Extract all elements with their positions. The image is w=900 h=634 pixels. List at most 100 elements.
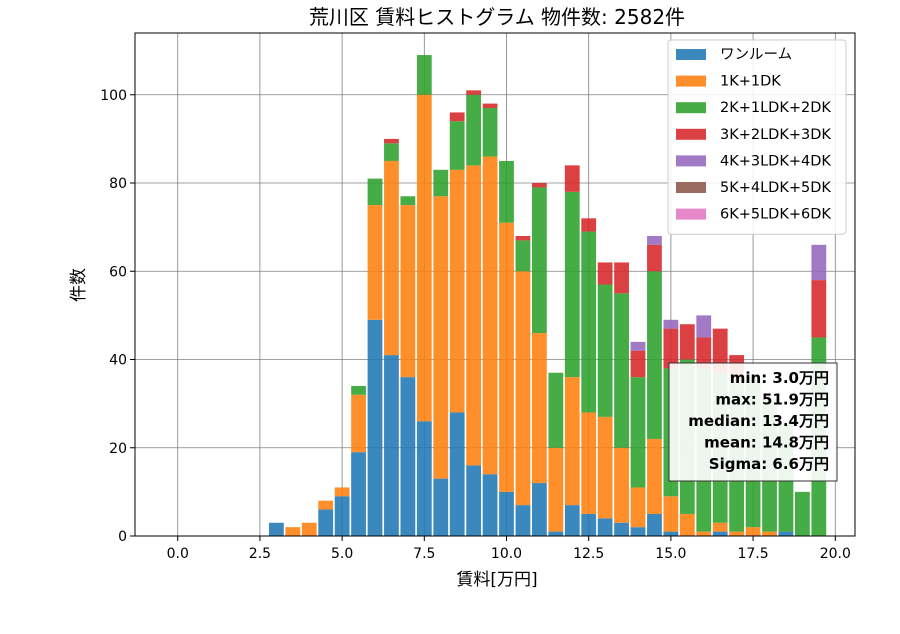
- bar-segment: [614, 447, 629, 523]
- bar-segment: [466, 94, 482, 166]
- ticks: 0.0 2.5 5.0 7.5 10.0 12.5 15.0 17.5 20.0 0 20 40 60 8…: [100, 88, 851, 562]
- bar-segment: [597, 416, 613, 519]
- bar-segment: [647, 438, 662, 514]
- x-axis-label: 賃料[万円]: [456, 570, 537, 590]
- bar-segment: [367, 205, 383, 320]
- bar-segment: [499, 491, 514, 536]
- bar-segment: [712, 522, 728, 532]
- legend-label: 1K+1DK: [720, 74, 781, 90]
- bar-segment: [531, 483, 547, 536]
- bar-segment: [531, 183, 547, 188]
- bar-segment: [663, 328, 679, 369]
- bar-segment: [499, 222, 514, 492]
- stats-line: Sigma: 6.6万円: [709, 455, 829, 473]
- y-axis-label: 件数: [69, 268, 89, 302]
- bar-segment: [268, 522, 284, 536]
- bar-segment: [384, 160, 399, 356]
- x-tick-label: 5.0: [331, 546, 353, 562]
- y-tick-label: 0: [118, 529, 127, 545]
- bar-segment: [564, 505, 580, 536]
- legend-swatch: [676, 49, 706, 60]
- bar-segment: [564, 165, 580, 192]
- y-tick-label: 80: [109, 176, 127, 192]
- bar-segment: [384, 355, 399, 536]
- bar-segment: [548, 447, 564, 532]
- bar-segment: [466, 90, 482, 95]
- bar-segment: [614, 522, 629, 536]
- bar-segment: [466, 165, 482, 466]
- bar-segment: [811, 280, 827, 338]
- bar-segment: [663, 496, 679, 532]
- x-tick-label: 0.0: [167, 546, 189, 562]
- bar-segment: [696, 531, 712, 536]
- bar-segment: [285, 527, 301, 536]
- legend-swatch: [676, 75, 706, 87]
- legend-swatch: [676, 208, 706, 220]
- bar-segment: [581, 218, 597, 232]
- legend: ワンルーム 1K+1DK 2K+1LDK+2DK 3K+2LDK+3DK 4K+3LDK…: [667, 39, 847, 235]
- bar-segment: [515, 271, 531, 506]
- bar-segment: [630, 350, 646, 378]
- bar-segment: [433, 478, 449, 536]
- bar-segment: [663, 319, 679, 329]
- bar-segment: [351, 385, 366, 395]
- bar-segment: [433, 169, 449, 197]
- bar-segment: [696, 337, 712, 369]
- bar-segment: [630, 341, 646, 351]
- bar-segment: [581, 412, 597, 514]
- bar-segment: [367, 178, 383, 206]
- x-tick-label: 10.0: [491, 546, 522, 562]
- bar-segment: [449, 112, 465, 122]
- y-tick-label: 20: [109, 441, 127, 457]
- legend-swatch: [676, 182, 706, 193]
- bar-segment: [564, 191, 580, 378]
- bar-segment: [499, 160, 514, 223]
- legend-swatch: [676, 128, 706, 140]
- legend-label: 6K+5LDK+6DK: [720, 207, 831, 223]
- bar-segment: [581, 513, 597, 536]
- bar-segment: [515, 235, 531, 241]
- legend-label: ワンルーム: [720, 47, 792, 63]
- bar-segment: [515, 240, 531, 272]
- bar-segment: [729, 531, 745, 536]
- x-tick-label: 2.5: [249, 546, 271, 562]
- bar-segment: [647, 271, 662, 439]
- bar-segment: [696, 315, 712, 338]
- bar-segment: [647, 244, 662, 272]
- stats-background: [668, 362, 838, 482]
- bar-segment: [449, 169, 465, 413]
- bar-segment: [531, 187, 547, 334]
- bar-segment: [795, 491, 810, 536]
- bar-segment: [515, 505, 531, 536]
- stats-line: min: 3.0万円: [730, 369, 829, 387]
- bar-segment: [400, 377, 416, 536]
- bar-segment: [762, 531, 777, 536]
- bar-segment: [482, 156, 498, 475]
- bar-segment: [548, 372, 564, 448]
- bar-segment: [614, 262, 629, 294]
- bar-segment: [630, 487, 646, 528]
- bar-segment: [614, 293, 629, 448]
- bar-segment: [482, 474, 498, 536]
- bar-segment: [384, 138, 399, 144]
- bar-segment: [663, 531, 679, 536]
- stats-line: max: 51.9万円: [715, 391, 829, 409]
- legend-label: 5K+4LDK+5DK: [720, 180, 831, 196]
- bar-segment: [597, 284, 613, 417]
- x-tick-label: 7.5: [413, 546, 435, 562]
- bar-segment: [531, 333, 547, 484]
- bar-segment: [384, 143, 399, 161]
- stats-box: min: 3.0万円 max: 51.9万円 median: 13.4万円 mean:…: [668, 362, 838, 482]
- x-tick-label: 17.5: [737, 546, 768, 562]
- bar-segment: [745, 527, 761, 536]
- bar-segment: [581, 231, 597, 413]
- bar-segment: [482, 108, 498, 157]
- bar-segment: [351, 394, 366, 453]
- bar-segment: [367, 319, 383, 536]
- legend-label: 3K+2LDK+3DK: [720, 127, 831, 143]
- legend-label: 2K+1LDK+2DK: [720, 100, 831, 116]
- bar-segment: [712, 328, 728, 373]
- bar-segment: [597, 262, 613, 285]
- chart-title: 荒川区 賃料ヒストグラム 物件数: 2582件: [309, 5, 685, 29]
